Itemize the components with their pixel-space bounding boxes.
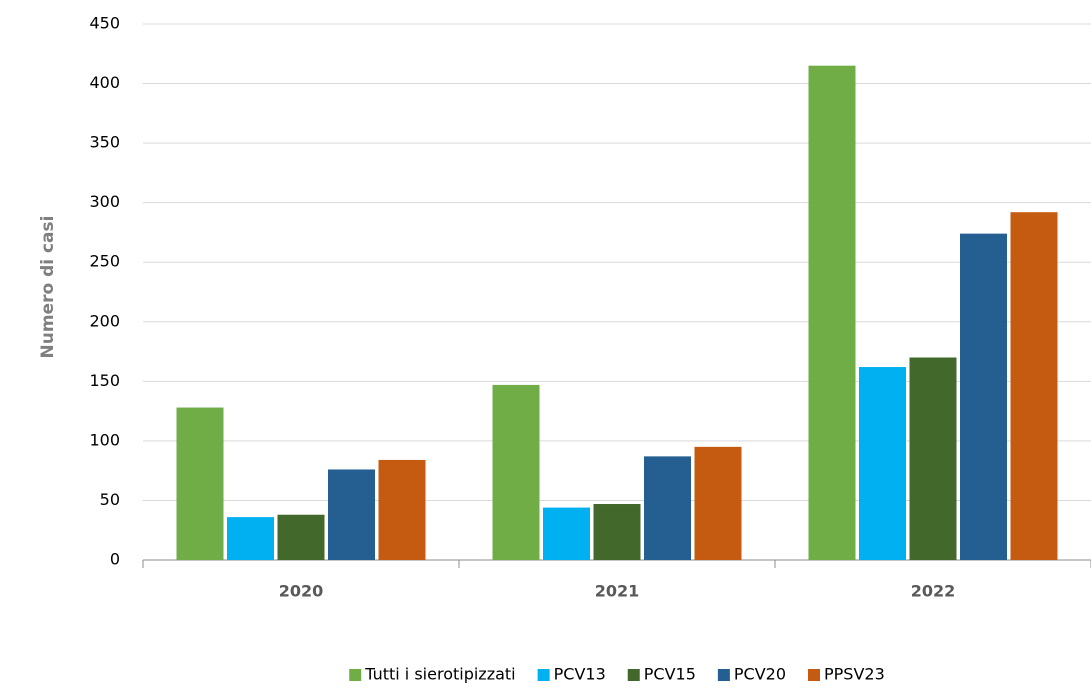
x-tick-label: 2020 <box>279 582 324 601</box>
x-tick-label: 2022 <box>911 582 956 601</box>
legend-label: PCV20 <box>734 665 786 684</box>
bar <box>694 446 742 560</box>
legend-swatch <box>627 669 640 681</box>
y-axis-title: Numero di casi <box>38 216 58 359</box>
y-tick-label: 200 <box>89 311 120 330</box>
bar <box>960 233 1007 560</box>
legend-swatch <box>807 669 820 681</box>
bar <box>378 459 426 560</box>
legend-swatch <box>349 669 362 681</box>
y-tick-label: 450 <box>89 14 120 33</box>
y-tick-label: 250 <box>89 252 120 271</box>
legend-label: PCV15 <box>644 665 696 684</box>
bar <box>593 504 641 560</box>
y-tick-label: 400 <box>89 73 120 92</box>
legend-swatch <box>717 669 730 681</box>
y-tick-label: 300 <box>89 192 120 211</box>
y-tick-label: 50 <box>100 490 120 509</box>
bar <box>176 407 224 560</box>
legend: Tutti i sierotipizzati PCV13 PCV15 PCV20 PPS… <box>349 665 885 684</box>
y-tick-label: 0 <box>110 550 120 569</box>
legend-swatch <box>537 669 550 681</box>
y-tick-label: 350 <box>89 133 120 152</box>
legend-label: PPSV23 <box>824 665 885 684</box>
y-tick-label: 100 <box>89 430 120 449</box>
bar <box>328 469 375 560</box>
legend-label: PCV13 <box>554 665 606 684</box>
bar <box>859 367 906 560</box>
bar <box>543 507 590 560</box>
bar <box>909 357 957 560</box>
bar <box>808 65 856 560</box>
legend-label: Tutti i sierotipizzati <box>364 665 515 684</box>
bar <box>492 384 540 560</box>
y-tick-label: 150 <box>89 371 120 390</box>
bar <box>277 514 325 560</box>
bar <box>644 456 691 560</box>
x-tick-label: 2021 <box>595 582 640 601</box>
bar <box>1010 212 1058 560</box>
bar <box>227 517 274 560</box>
